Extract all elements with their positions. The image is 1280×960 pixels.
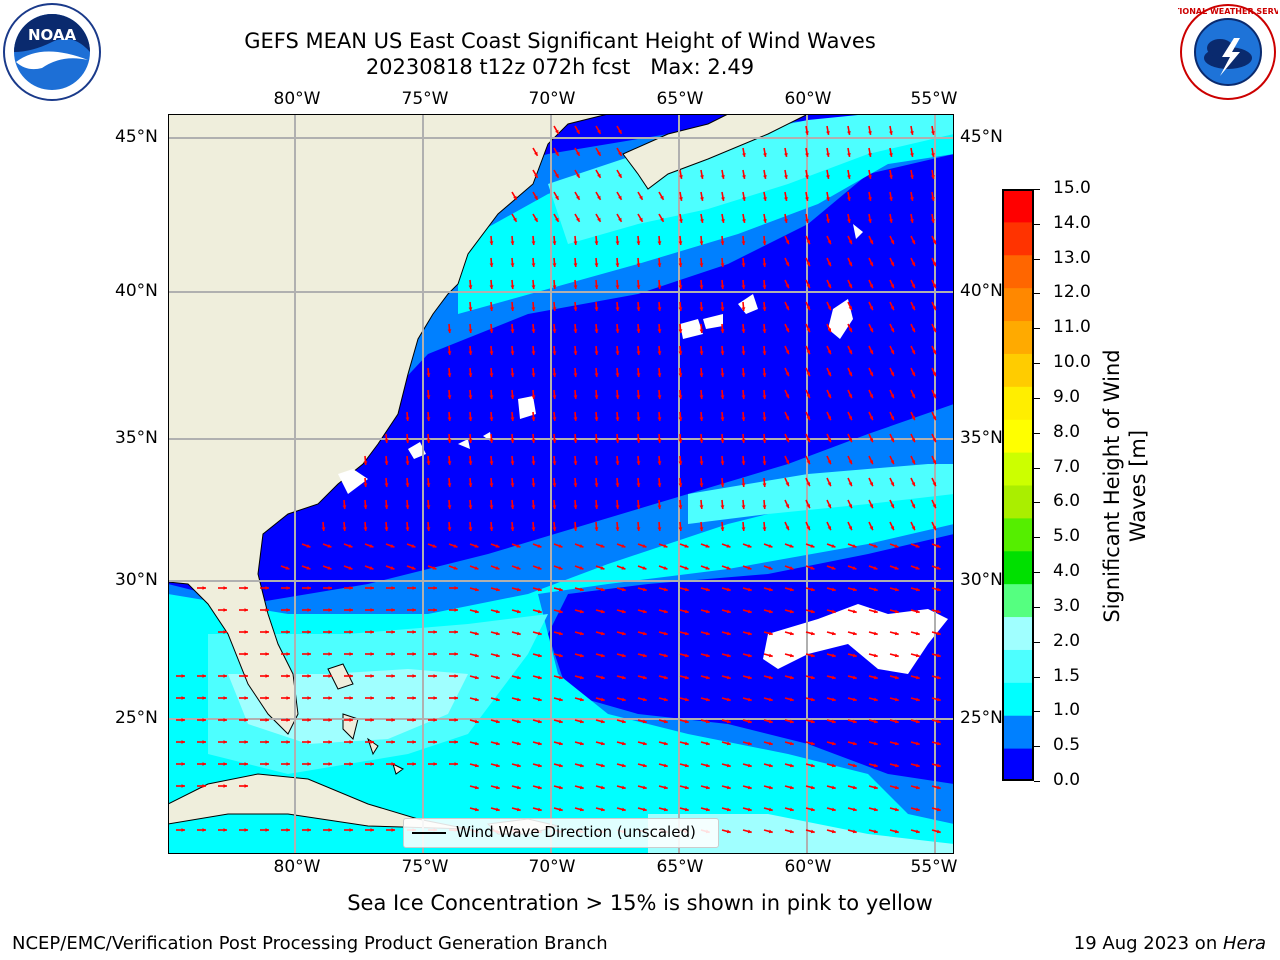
- footer-machine: Hera: [1223, 933, 1266, 954]
- colorbar-tick-mark: [1034, 537, 1040, 538]
- colorbar-tick-mark: [1034, 781, 1040, 782]
- colorbar-tick-label: 7.0: [1053, 457, 1080, 477]
- lat-label-right-35n: 35°N: [960, 428, 1003, 448]
- colorbar-tick-label: 4.0: [1053, 561, 1080, 581]
- colorbar-tick-label: 1.5: [1053, 666, 1080, 686]
- colorbar-segment: [1002, 321, 1034, 354]
- lat-label-left-30n: 30°N: [115, 570, 158, 590]
- colorbar-tick-mark: [1034, 572, 1040, 573]
- lon-label-bottom-55w: 55°W: [911, 857, 958, 877]
- lat-label-right-25n: 25°N: [960, 708, 1003, 728]
- noaa-logo: NOAA: [2, 2, 102, 102]
- colorbar-tick-mark: [1034, 607, 1040, 608]
- chart-title: GEFS MEAN US East Coast Significant Heig…: [160, 28, 960, 54]
- colorbar-tick-mark: [1034, 259, 1040, 260]
- lon-label-bottom-70w: 70°W: [529, 857, 576, 877]
- colorbar-tick-label: 0.0: [1053, 770, 1080, 790]
- colorbar-tick-mark: [1034, 398, 1040, 399]
- colorbar-segment: [1002, 649, 1034, 682]
- colorbar-tick-mark: [1034, 363, 1040, 364]
- sea-ice-note: Sea Ice Concentration > 15% is shown in …: [0, 891, 1280, 915]
- colorbar-segment: [1002, 419, 1034, 452]
- colorbar-segment: [1002, 189, 1034, 222]
- lon-label-top-75w: 75°W: [402, 89, 449, 109]
- lon-label-bottom-80w: 80°W: [274, 857, 321, 877]
- lon-label-top-70w: 70°W: [529, 89, 576, 109]
- colorbar-tick-label: 15.0: [1053, 178, 1091, 198]
- colorbar-tick-label: 10.0: [1053, 352, 1091, 372]
- colorbar-title: Significant Height of Wind Waves [m]: [1099, 346, 1151, 626]
- lon-label-top-65w: 65°W: [657, 89, 704, 109]
- lat-label-left-25n: 25°N: [115, 708, 158, 728]
- colorbar-tick-mark: [1034, 468, 1040, 469]
- colorbar-tick-mark: [1034, 677, 1040, 678]
- wave-height-map: [168, 114, 954, 854]
- colorbar-segment: [1002, 617, 1034, 650]
- lat-label-right-45n: 45°N: [960, 127, 1003, 147]
- colorbar-segment: [1002, 222, 1034, 255]
- legend-line-icon: [412, 832, 446, 834]
- footer-date: 19 Aug 2023 on Hera: [1074, 933, 1266, 954]
- lon-label-bottom-75w: 75°W: [402, 857, 449, 877]
- map-legend: Wind Wave Direction (unscaled): [403, 818, 719, 848]
- colorbar-segment: [1002, 748, 1034, 781]
- lat-label-right-40n: 40°N: [960, 281, 1003, 301]
- lon-label-top-55w: 55°W: [911, 89, 958, 109]
- colorbar-tick-label: 6.0: [1053, 491, 1080, 511]
- colorbar-segment: [1002, 288, 1034, 321]
- colorbar-tick-mark: [1034, 189, 1040, 190]
- colorbar-segment: [1002, 485, 1034, 518]
- colorbar-tick-mark: [1034, 293, 1040, 294]
- colorbar-segment: [1002, 255, 1034, 288]
- lon-label-bottom-65w: 65°W: [657, 857, 704, 877]
- nws-logo-text: NATIONAL WEATHER SERVICE: [1178, 7, 1278, 16]
- colorbar-tick-label: 2.0: [1053, 631, 1080, 651]
- footer-date-text: 19 Aug 2023 on: [1074, 933, 1223, 954]
- colorbar-tick-mark: [1034, 642, 1040, 643]
- colorbar-tick-label: 11.0: [1053, 317, 1091, 337]
- lon-label-bottom-60w: 60°W: [785, 857, 832, 877]
- colorbar-tick-mark: [1034, 746, 1040, 747]
- colorbar-tick-label: 9.0: [1053, 387, 1080, 407]
- colorbar-segment: [1002, 518, 1034, 551]
- colorbar-tick-label: 1.0: [1053, 700, 1080, 720]
- chart-subtitle: 20230818 t12z 072h fcst Max: 2.49: [160, 54, 960, 80]
- noaa-logo-text: NOAA: [28, 26, 77, 44]
- colorbar-tick-mark: [1034, 224, 1040, 225]
- lat-label-left-35n: 35°N: [115, 428, 158, 448]
- legend-label: Wind Wave Direction (unscaled): [456, 823, 696, 841]
- colorbar-segment: [1002, 584, 1034, 617]
- colorbar-tick-mark: [1034, 502, 1040, 503]
- nws-logo: NATIONAL WEATHER SERVICE: [1178, 2, 1278, 102]
- colorbar-segment: [1002, 386, 1034, 419]
- colorbar-segment: [1002, 452, 1034, 485]
- colorbar-tick-mark: [1034, 711, 1040, 712]
- colorbar-tick-label: 3.0: [1053, 596, 1080, 616]
- colorbar-tick-label: 13.0: [1053, 248, 1091, 268]
- lat-label-right-30n: 30°N: [960, 570, 1003, 590]
- colorbar-tick-label: 8.0: [1053, 422, 1080, 442]
- lon-label-top-60w: 60°W: [785, 89, 832, 109]
- colorbar-tick-label: 0.5: [1053, 735, 1080, 755]
- footer-branch: NCEP/EMC/Verification Post Processing Pr…: [12, 933, 608, 954]
- colorbar-segment: [1002, 551, 1034, 584]
- lat-label-left-40n: 40°N: [115, 281, 158, 301]
- colorbar-segment: [1002, 353, 1034, 386]
- colorbar-tick-label: 5.0: [1053, 526, 1080, 546]
- lon-label-top-80w: 80°W: [274, 89, 321, 109]
- colorbar-tick-mark: [1034, 433, 1040, 434]
- colorbar-tick-mark: [1034, 328, 1040, 329]
- colorbar-tick-label: 12.0: [1053, 282, 1091, 302]
- colorbar-tick-label: 14.0: [1053, 213, 1091, 233]
- lat-label-left-45n: 45°N: [115, 127, 158, 147]
- colorbar-segment: [1002, 715, 1034, 748]
- colorbar-segment: [1002, 682, 1034, 715]
- colorbar: [1002, 189, 1034, 781]
